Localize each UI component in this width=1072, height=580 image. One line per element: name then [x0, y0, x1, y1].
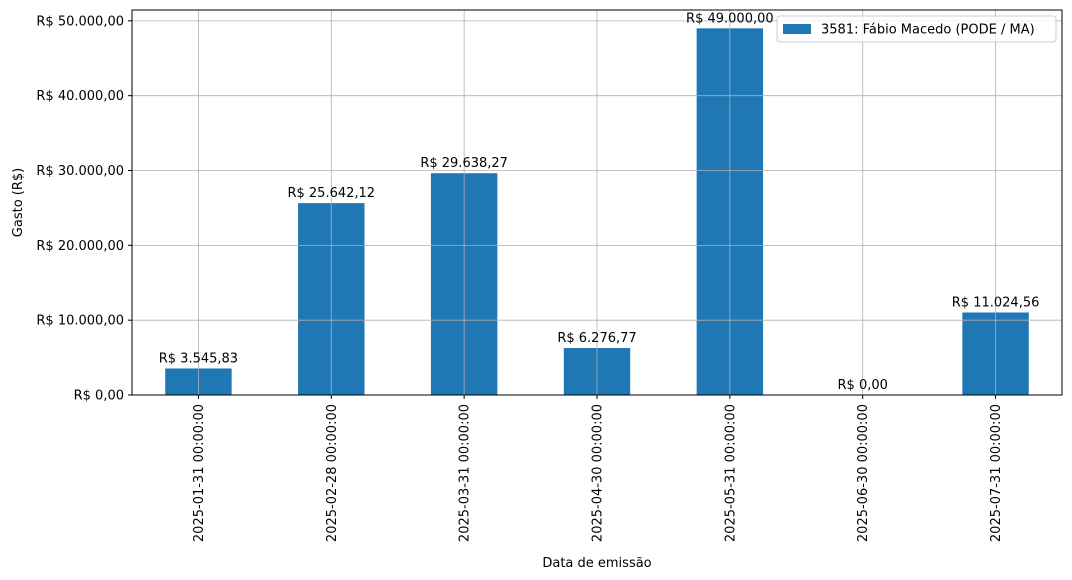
- legend-swatch: [783, 24, 811, 34]
- bar-value-label: R$ 49.000,00: [686, 11, 774, 26]
- x-tick-label: 2025-03-31 00:00:00: [458, 404, 473, 542]
- y-tick-label: R$ 10.000,00: [36, 314, 124, 329]
- y-tick-label: R$ 0,00: [74, 389, 124, 404]
- x-tick-label: 2025-01-31 00:00:00: [192, 404, 207, 542]
- x-tick-label: 2025-05-31 00:00:00: [723, 404, 738, 542]
- legend-label: 3581: Fábio Macedo (PODE / MA): [821, 23, 1035, 38]
- x-tick-label: 2025-02-28 00:00:00: [325, 404, 340, 542]
- bar-value-label: R$ 0,00: [838, 378, 888, 393]
- y-tick-label: R$ 50.000,00: [36, 14, 124, 29]
- bar-value-label: R$ 6.276,77: [557, 331, 636, 346]
- x-axis-ticks: 2025-01-31 00:00:00 2025-02-28 00:00:00 20…: [192, 395, 1004, 542]
- legend: 3581: Fábio Macedo (PODE / MA): [776, 15, 1057, 43]
- legend-box: [776, 15, 1057, 43]
- y-tick-label: R$ 20.000,00: [36, 239, 124, 254]
- plot-frame: [131, 9, 1063, 396]
- y-axis-ticks: R$ 0,00 R$ 10.000,00 R$ 20.000,00 R$ 30.000…: [36, 14, 132, 404]
- bar-value-label: R$ 11.024,56: [952, 296, 1040, 311]
- data-labels: R$ 3.545,83 R$ 25.642,12 R$ 29.638,27 R$ 6.…: [159, 11, 1040, 393]
- x-tick-label: 2025-04-30 00:00:00: [591, 404, 606, 542]
- x-tick-label: 2025-07-31 00:00:00: [989, 404, 1004, 542]
- bar-value-label: R$ 25.642,12: [287, 186, 375, 201]
- x-tick-label: 2025-06-30 00:00:00: [856, 404, 871, 542]
- y-tick-label: R$ 40.000,00: [36, 89, 124, 104]
- bar-value-label: R$ 3.545,83: [159, 351, 238, 366]
- y-tick-label: R$ 30.000,00: [36, 164, 124, 179]
- x-axis-label: Data de emissão: [542, 556, 651, 571]
- y-axis-label: Gasto (R$): [11, 168, 26, 237]
- bar-value-label: R$ 29.638,27: [420, 156, 508, 171]
